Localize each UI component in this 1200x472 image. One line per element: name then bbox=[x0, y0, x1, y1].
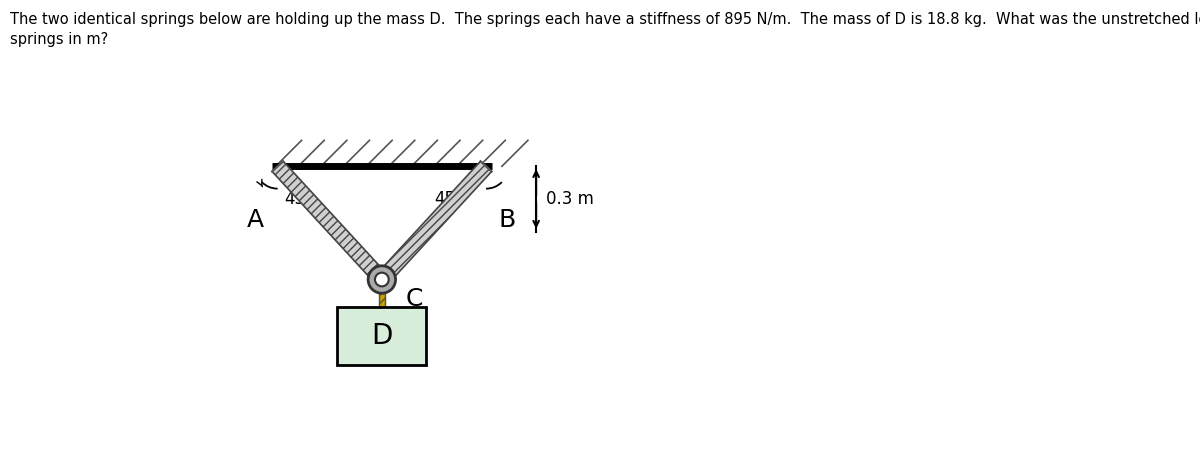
Text: A: A bbox=[246, 208, 264, 231]
Text: D: D bbox=[371, 322, 392, 350]
Circle shape bbox=[368, 266, 396, 293]
Bar bbox=[337, 307, 426, 365]
Polygon shape bbox=[377, 161, 492, 285]
Polygon shape bbox=[272, 161, 388, 285]
Text: The two identical springs below are holding up the mass D.  The springs each hav: The two identical springs below are hold… bbox=[10, 12, 1200, 47]
Circle shape bbox=[374, 273, 389, 287]
Polygon shape bbox=[379, 293, 385, 307]
Text: C: C bbox=[406, 287, 424, 311]
Text: 0.3 m: 0.3 m bbox=[546, 190, 594, 208]
Text: B: B bbox=[498, 208, 515, 231]
Text: 45°: 45° bbox=[284, 190, 314, 208]
Text: 45°: 45° bbox=[434, 190, 464, 208]
